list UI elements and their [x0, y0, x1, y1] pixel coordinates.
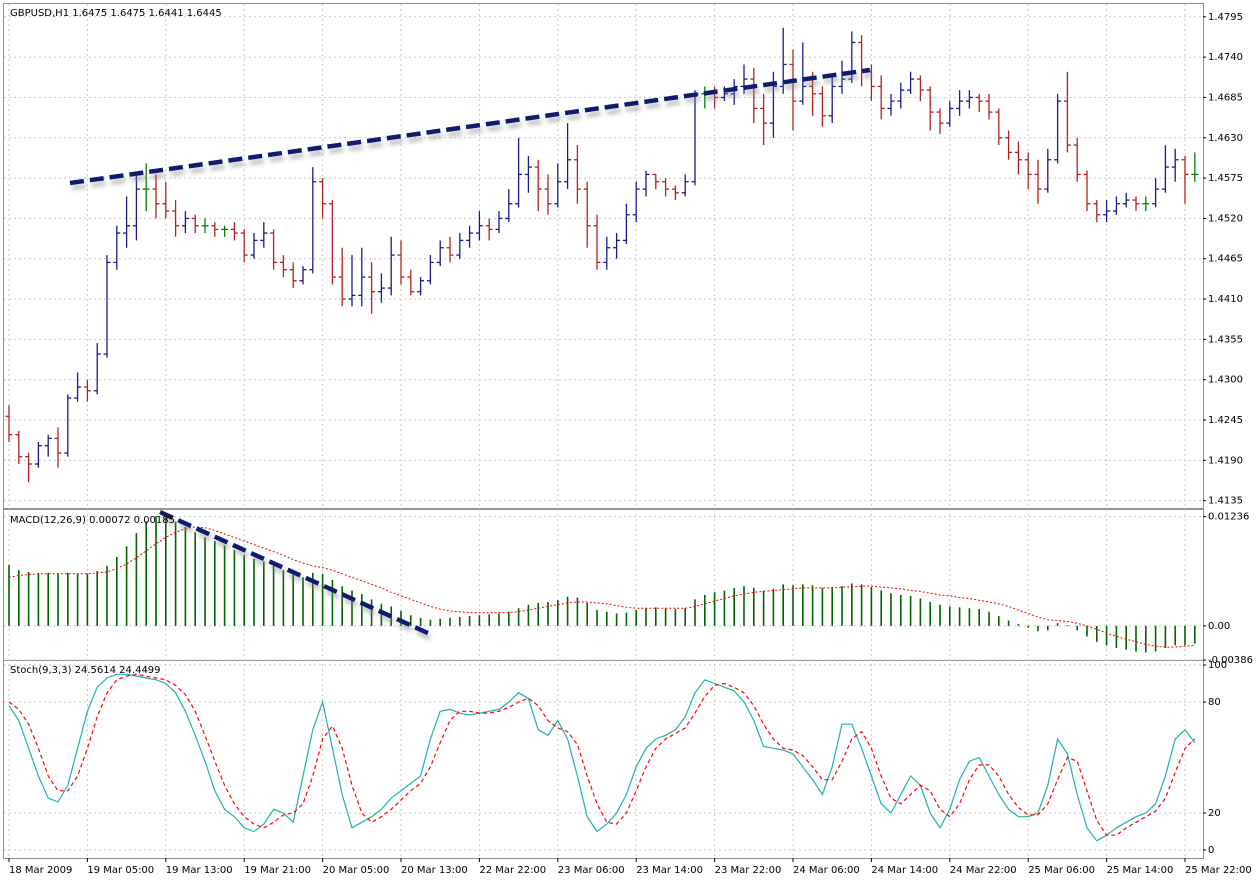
x-tick-label: 23 Mar 06:00: [558, 865, 625, 876]
grid-layer: [4, 4, 1203, 858]
y-tick-label: 1.4630: [1208, 133, 1243, 144]
signal-line: [8, 526, 1195, 648]
x-tick-label: 24 Mar 14:00: [871, 865, 938, 876]
y-tick-label: -0.00386: [1208, 655, 1253, 666]
y-tick-label: 0.00: [1208, 621, 1230, 632]
y-tick-label: 1.4190: [1208, 455, 1243, 466]
trend-line: [69, 67, 871, 186]
x-tick-label: 25 Mar 14:00: [1107, 865, 1174, 876]
price-title: GBPUSD,H1 1.6475 1.6475 1.6441 1.6445: [10, 8, 222, 19]
y-tick-label: 80: [1208, 697, 1221, 708]
y-tick-label: 1.4410: [1208, 294, 1243, 305]
x-tick-label: 19 Mar 21:00: [244, 865, 311, 876]
x-tick-label: 25 Mar 06:00: [1028, 865, 1095, 876]
x-tick-label: 24 Mar 06:00: [793, 865, 860, 876]
stoch-line: [8, 673, 1196, 842]
y-tick-label: 1.4245: [1208, 415, 1243, 426]
x-tick-label: 25 Mar 22:00: [1185, 865, 1252, 876]
y-tick-label: 1.4135: [1208, 496, 1243, 507]
x-tick-label: 19 Mar 05:00: [87, 865, 154, 876]
y-tick-label: 100: [1208, 660, 1227, 671]
y-tick-label: 1.4740: [1208, 52, 1243, 63]
y-tick-label: 1.4465: [1208, 254, 1243, 265]
y-tick-label: 1.4520: [1208, 213, 1243, 224]
x-tick-label: 23 Mar 14:00: [636, 865, 703, 876]
x-tick-label: 18 Mar 2009: [9, 865, 72, 876]
y-tick-label: 0: [1208, 845, 1214, 856]
y-tick-label: 1.4575: [1208, 173, 1243, 184]
x-tick-label: 23 Mar 22:00: [715, 865, 782, 876]
y-tick-label: 20: [1208, 808, 1221, 819]
macd-title: MACD(12,26,9) 0.00072 0.00185: [10, 515, 175, 526]
y-tick-label: 0.01236: [1208, 512, 1249, 523]
y-tick-label: 1.4300: [1208, 375, 1243, 386]
marks-layer: [5, 16, 1206, 862]
stoch-title: Stoch(9,3,3) 24.5614 24.4499: [10, 665, 161, 676]
x-tick-label: 19 Mar 13:00: [166, 865, 233, 876]
stoch-line: [8, 673, 1196, 836]
stoch-panel: [3, 660, 1204, 859]
price-panel: [3, 3, 1204, 509]
y-tick-label: 1.4795: [1208, 12, 1243, 23]
trend-line: [159, 509, 431, 637]
x-tick-label: 20 Mar 13:00: [401, 865, 468, 876]
x-tick-label: 22 Mar 22:00: [479, 865, 546, 876]
x-tick-label: 20 Mar 05:00: [323, 865, 390, 876]
y-tick-label: 1.4355: [1208, 334, 1243, 345]
x-tick-label: 24 Mar 22:00: [950, 865, 1017, 876]
y-tick-label: 1.4685: [1208, 92, 1243, 103]
